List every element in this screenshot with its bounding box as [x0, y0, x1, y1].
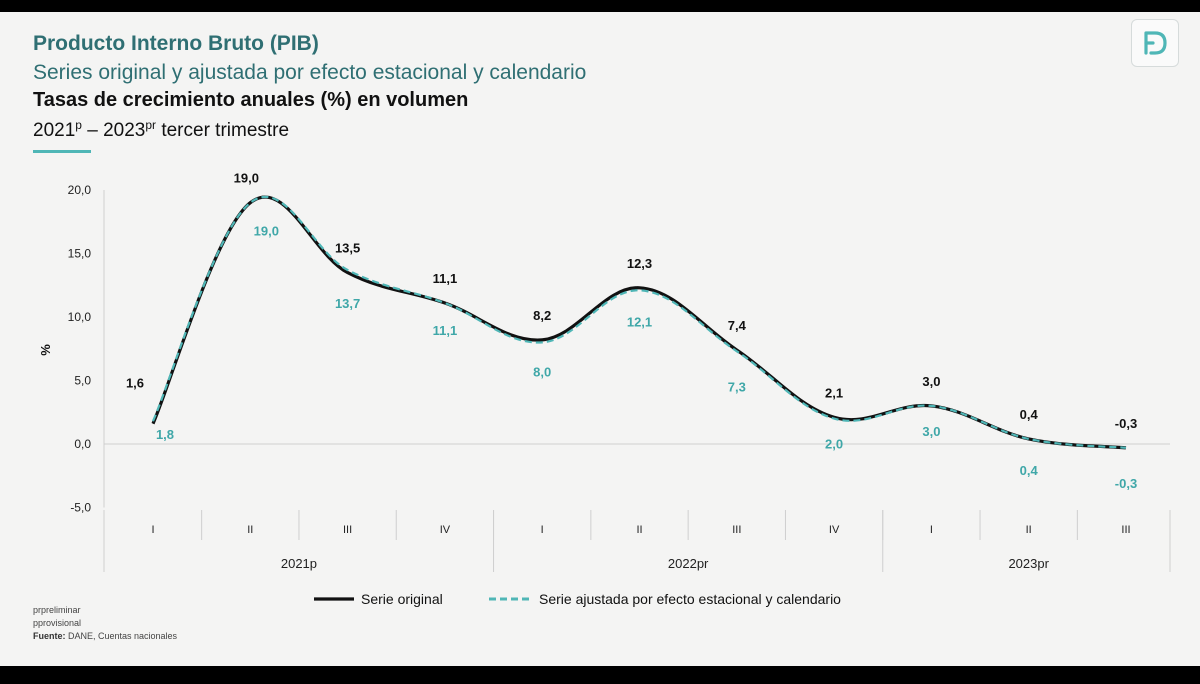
chart-title: Producto Interno Bruto (PIB)	[33, 32, 319, 55]
x-tick-label: III	[1121, 524, 1130, 536]
x-group-label: 2023pr	[1008, 556, 1049, 571]
x-group-label: 2021p	[281, 556, 317, 571]
data-label-adjusted: 1,8	[156, 427, 174, 442]
x-tick-label: I	[930, 524, 933, 536]
x-tick-label: III	[343, 524, 352, 536]
legend-label-original: Serie original	[361, 591, 443, 607]
chart-period: 2021p – 2023pr tercer trimestre	[33, 118, 289, 142]
y-axis-label: %	[38, 344, 53, 356]
data-label-adjusted: 11,1	[433, 323, 458, 338]
data-label-original: -0,3	[1115, 416, 1137, 431]
y-tick-label: 0,0	[74, 437, 91, 451]
data-label-adjusted: -0,3	[1115, 476, 1137, 491]
data-label-original: 19,0	[234, 171, 259, 186]
y-tick-label: 10,0	[68, 310, 92, 324]
x-tick-label: IV	[440, 524, 451, 536]
data-label-original: 1,6	[126, 376, 144, 391]
footnote-preliminar: prpreliminar	[33, 605, 81, 615]
x-tick-label: I	[541, 524, 544, 536]
data-label-adjusted: 19,0	[254, 224, 279, 239]
y-tick-label: 15,0	[68, 247, 92, 261]
title-underline	[33, 150, 91, 153]
data-label-original: 0,4	[1020, 407, 1039, 422]
data-label-original: 7,4	[728, 318, 747, 333]
x-tick-label: I	[151, 524, 154, 536]
x-tick-label: II	[636, 524, 642, 536]
series-line-adjusted	[151, 195, 1127, 449]
source-text: DANE, Cuentas nacionales	[65, 631, 178, 641]
data-label-original: 3,0	[922, 374, 940, 389]
chart-heading: Tasas de crecimiento anuales (%) en volu…	[33, 89, 469, 111]
x-tick-label: II	[1026, 524, 1032, 536]
data-label-adjusted: 7,3	[728, 379, 746, 394]
data-label-original: 11,1	[433, 271, 458, 286]
legend-label-adjusted: Serie ajustada por efecto estacional y c…	[539, 591, 841, 607]
chart: -5,00,05,010,015,020,0%I II III IV I II III IV I…	[38, 171, 1171, 607]
footnote-source: Fuente: DANE, Cuentas nacionales	[33, 630, 177, 643]
x-group-label: 2022pr	[668, 556, 709, 571]
source-label: Fuente:	[33, 631, 66, 641]
data-label-original: 2,1	[825, 385, 843, 400]
x-tick-label: II	[247, 524, 253, 536]
data-label-adjusted: 0,4	[1020, 463, 1039, 478]
data-label-adjusted: 13,7	[335, 296, 360, 311]
x-tick-label: III	[732, 524, 741, 536]
period-dash: – 2023	[81, 120, 146, 141]
data-label-original: 12,3	[627, 256, 652, 271]
data-label-adjusted: 12,1	[627, 314, 652, 329]
y-tick-label: 5,0	[74, 374, 91, 388]
data-label-original: 8,2	[533, 308, 551, 323]
data-label-adjusted: 8,0	[533, 364, 551, 379]
footnote-provisional: pprovisional	[33, 618, 82, 628]
period-end-sup: pr	[145, 118, 157, 132]
x-tick-label: IV	[829, 524, 840, 536]
period-start: 2021	[33, 120, 76, 141]
data-label-adjusted: 2,0	[825, 437, 843, 452]
period-rest: tercer trimestre	[156, 120, 290, 141]
period-start-sup: p	[75, 118, 82, 132]
footnotes: prpreliminar pprovisional Fuente: DANE, …	[33, 604, 177, 643]
y-tick-label: 20,0	[68, 183, 92, 197]
slide: Producto Interno Bruto (PIB) Series orig…	[0, 12, 1200, 666]
y-tick-label: -5,0	[70, 501, 91, 515]
data-label-adjusted: 3,0	[922, 424, 940, 439]
chart-subtitle: Series original y ajustada por efecto es…	[33, 61, 587, 84]
data-label-original: 13,5	[335, 241, 360, 256]
dane-logo-icon[interactable]	[1131, 19, 1179, 67]
